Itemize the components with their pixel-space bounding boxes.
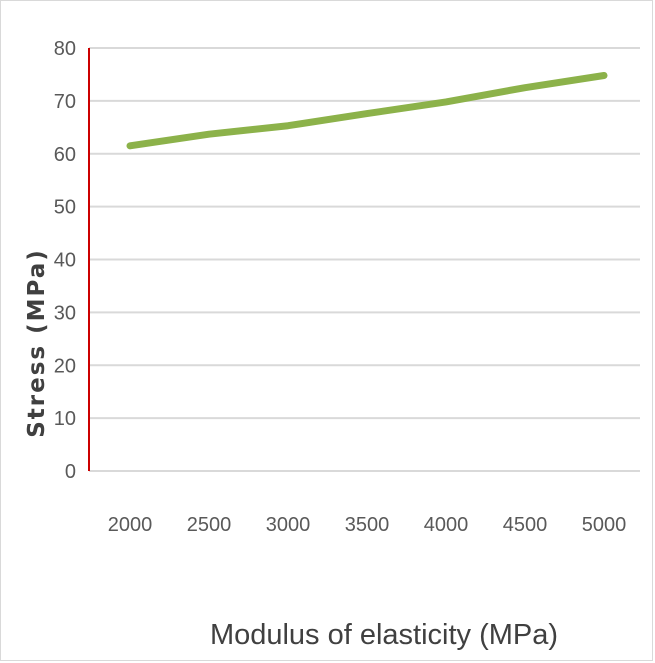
x-tick-label: 5000 bbox=[582, 514, 627, 536]
y-tick-label: 20 bbox=[54, 355, 76, 377]
x-axis-label: Modulus of elasticity (MPa) bbox=[210, 619, 558, 651]
y-tick-label: 60 bbox=[54, 144, 76, 166]
y-tick-label: 80 bbox=[54, 38, 76, 60]
y-tick-label: 70 bbox=[54, 91, 76, 113]
series-line bbox=[126, 71, 608, 150]
x-tick-label: 4000 bbox=[424, 514, 469, 536]
y-axis-label: Stress (MPa) bbox=[24, 248, 50, 438]
x-tick-labels: 2000 2500 3000 3500 4000 4500 5000 bbox=[108, 514, 627, 536]
x-tick-label: 4500 bbox=[503, 514, 548, 536]
y-tick-labels: 0 10 20 30 40 50 60 70 80 bbox=[54, 38, 76, 483]
y-tick-label: 0 bbox=[65, 461, 76, 483]
y-tick-label: 30 bbox=[54, 302, 76, 324]
x-tick-label: 3000 bbox=[266, 514, 311, 536]
x-tick-label: 3500 bbox=[345, 514, 390, 536]
y-tick-label: 50 bbox=[54, 197, 76, 219]
gridlines bbox=[89, 47, 640, 472]
x-tick-label: 2000 bbox=[108, 514, 153, 536]
y-tick-label: 10 bbox=[54, 408, 76, 430]
x-tick-label: 2500 bbox=[187, 514, 232, 536]
y-tick-label: 40 bbox=[54, 250, 76, 272]
